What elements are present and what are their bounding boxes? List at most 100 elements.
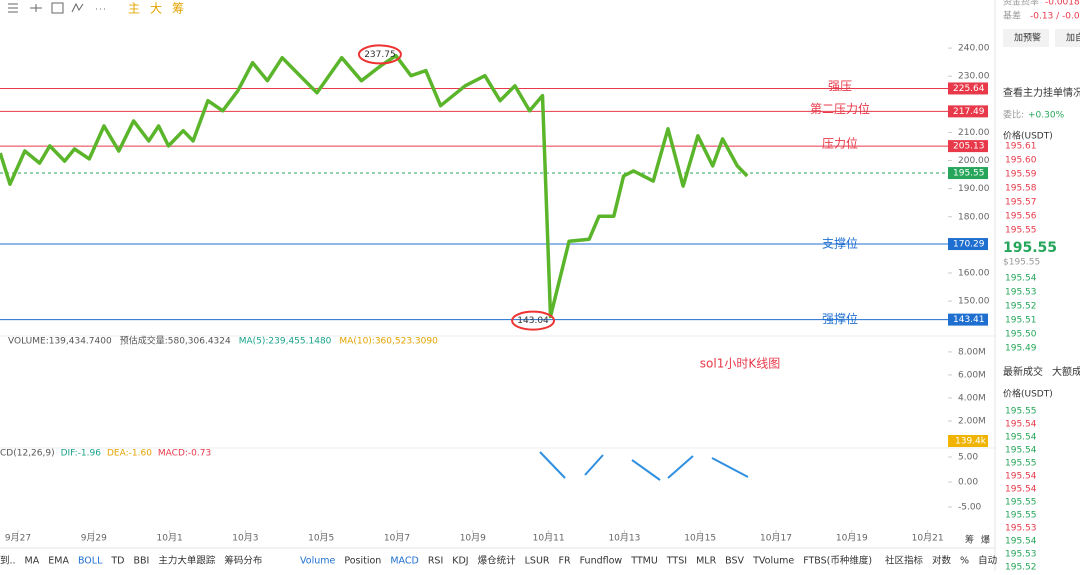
indicator-tab[interactable]: Volume — [300, 556, 335, 567]
indicator-tab[interactable]: % — [960, 556, 969, 567]
trade-price: 195.54 — [1005, 537, 1037, 547]
trade-price: 195.54 — [1005, 433, 1037, 443]
trade-price: 195.53 — [1005, 524, 1037, 534]
level-badge — [948, 105, 988, 118]
arrow — [539, 451, 566, 479]
y-tick-label: 150.00 — [958, 297, 990, 307]
ask-price: 195.61 — [1005, 142, 1037, 152]
indicator-tab[interactable]: FR — [559, 556, 571, 567]
indicator-tab[interactable]: Position — [344, 556, 381, 567]
annotation-label: 237.75 — [364, 50, 396, 60]
panel-text: -0.0018 — [1045, 0, 1080, 8]
volume-header: MA(10):360,523.3090 — [339, 337, 438, 347]
level-note: 强压 — [828, 79, 852, 93]
annotation-circle — [357, 44, 402, 65]
y-tick-label: 180.00 — [958, 212, 990, 222]
indicator-tab[interactable]: BOLL — [78, 556, 103, 567]
y-tick-label: 6.00M — [958, 370, 986, 380]
last-price-usd: $195.55 — [1003, 258, 1040, 268]
indicator-tab[interactable]: 社区指标 — [885, 555, 924, 567]
panel-text: 资金费率 — [1003, 0, 1039, 8]
trade-price: 195.55 — [1005, 459, 1037, 469]
level-badge — [948, 313, 988, 326]
y-tick-label: 0.00 — [958, 478, 978, 488]
macd-header: MACD:-0.73 — [158, 449, 211, 459]
x-tick-label: 10月5 — [308, 533, 334, 544]
button[interactable] — [1055, 29, 1080, 47]
indicator-tab[interactable]: TD — [110, 556, 124, 567]
indicator-tab[interactable]: MLR — [696, 556, 716, 567]
indicator-tab[interactable]: BBI — [134, 556, 150, 567]
toolbar-button[interactable]: 主 — [128, 2, 140, 16]
level-label: 217.49 — [953, 107, 985, 117]
toolbar-button[interactable]: 筹 — [172, 2, 184, 16]
panel-text: 委比: — [1003, 109, 1024, 121]
trade-price: 195.54 — [1005, 420, 1037, 430]
tab[interactable]: 大额成 — [1052, 365, 1080, 378]
arrow — [711, 457, 749, 478]
volume-header: MA(5):239,455.1480 — [239, 337, 332, 347]
ask-price: 195.60 — [1005, 156, 1037, 166]
arrow — [584, 454, 604, 476]
level-badge — [948, 140, 988, 153]
indicator-tab[interactable]: TTMU — [630, 556, 658, 567]
indicator-tab[interactable]: BSV — [725, 556, 744, 567]
indicator-tab[interactable]: 对数 — [932, 555, 952, 567]
indicator-tab[interactable]: TVolume — [752, 556, 794, 567]
panel-text: 价格(USDT) — [1003, 388, 1053, 400]
bid-price: 195.53 — [1005, 288, 1037, 298]
chart-caption: sol1小时K线图 — [700, 357, 780, 371]
trade-price: 195.54 — [1005, 446, 1037, 456]
y-tick-label: 240.00 — [958, 44, 990, 54]
macd-header: CD(12,26,9) — [0, 449, 55, 459]
toolbar-icons[interactable] — [8, 2, 105, 14]
indicator-tab[interactable]: 到.. — [0, 555, 16, 567]
button-label[interactable]: 加预警 — [1014, 32, 1041, 44]
link[interactable]: 查看主力挂单情况 — [1003, 86, 1080, 99]
x-tick-label: 9月27 — [5, 533, 31, 544]
toolbar-button[interactable]: 大 — [150, 2, 162, 16]
indicator-tab[interactable]: RSI — [428, 556, 443, 567]
indicator-tab[interactable]: EMA — [48, 556, 69, 567]
indicator-tab[interactable]: KDJ — [452, 556, 468, 567]
annotation-label: 143.04 — [517, 316, 549, 326]
indicator-tab[interactable]: 主力大单跟踪 — [158, 555, 216, 567]
trade-price: 195.54 — [1005, 485, 1037, 495]
level-badge — [948, 167, 988, 180]
level-label: 195.55 — [953, 169, 985, 179]
indicator-tab[interactable]: Fundflow — [580, 556, 623, 567]
button-label[interactable]: 加自选 — [1066, 32, 1080, 44]
y-tick-label: 2.00M — [958, 416, 986, 426]
ask-price: 195.57 — [1005, 198, 1037, 208]
indicator-tab[interactable]: MACD — [390, 556, 418, 567]
indicator-tab[interactable]: 筹码分布 — [224, 555, 262, 567]
indicator-tab[interactable]: FTBS(币种维度) — [803, 555, 872, 567]
x-tick-label: 10月21 — [912, 533, 944, 544]
level-note: 第二压力位 — [810, 101, 870, 116]
panel-text: 基差 — [1003, 10, 1021, 22]
x-tick-label: 10月1 — [157, 533, 183, 544]
indicator-tab[interactable]: 爆仓统计 — [478, 555, 517, 567]
indicator-tab[interactable]: LSUR — [525, 556, 550, 567]
macd-header: DIF:-1.96 — [61, 449, 102, 459]
volume-header: VOLUME:139,434.7400 — [8, 337, 112, 347]
indicator-tab[interactable]: TTSI — [666, 556, 687, 567]
y-tick-label: 5.00 — [958, 453, 978, 463]
level-badge — [948, 238, 988, 251]
trade-price: 195.52 — [1005, 563, 1037, 572]
y-tick-label: -5.00 — [958, 503, 982, 513]
ask-price: 195.59 — [1005, 170, 1037, 180]
indicator-tab[interactable]: MA — [25, 556, 40, 567]
arrow — [667, 455, 694, 479]
button[interactable] — [1003, 29, 1049, 47]
indicator-tab[interactable]: 自动 — [978, 555, 997, 567]
tab[interactable]: 最新成交 — [1003, 365, 1043, 378]
trade-price: 195.55 — [1005, 407, 1037, 417]
y-tick-label: 230.00 — [958, 72, 990, 82]
level-label: 170.29 — [953, 240, 985, 250]
last-volume: 139.4k — [955, 437, 987, 447]
trade-price: 195.55 — [1005, 498, 1037, 508]
level-badge — [948, 82, 988, 95]
trade-price: 195.53 — [1005, 550, 1037, 560]
